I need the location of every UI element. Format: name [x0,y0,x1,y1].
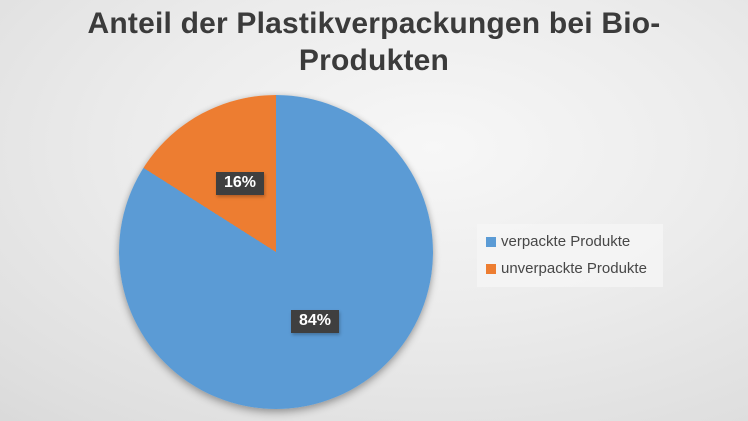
legend-item-verpackte: verpackte Produkte [486,232,653,252]
data-label-verpackte: 84% [291,310,340,333]
data-label-unverpackte: 16% [216,172,265,195]
legend-swatch-blue-icon [486,237,496,247]
chart-title-line1: Anteil der Plastikverpackungen bei Bio- [87,7,661,40]
chart-legend: verpackte Produkte unverpackte Produkte [477,224,663,287]
pie-chart [119,95,433,409]
legend-label-unverpackte: unverpackte Produkte [501,260,647,277]
legend-swatch-orange-icon [486,264,496,274]
legend-label-verpackte: verpackte Produkte [501,233,631,250]
legend-item-unverpackte: unverpackte Produkte [486,259,653,279]
chart-title: Anteil der Plastikverpackungen bei Bio- … [0,5,748,79]
chart-title-line2: Produkten [298,44,450,77]
